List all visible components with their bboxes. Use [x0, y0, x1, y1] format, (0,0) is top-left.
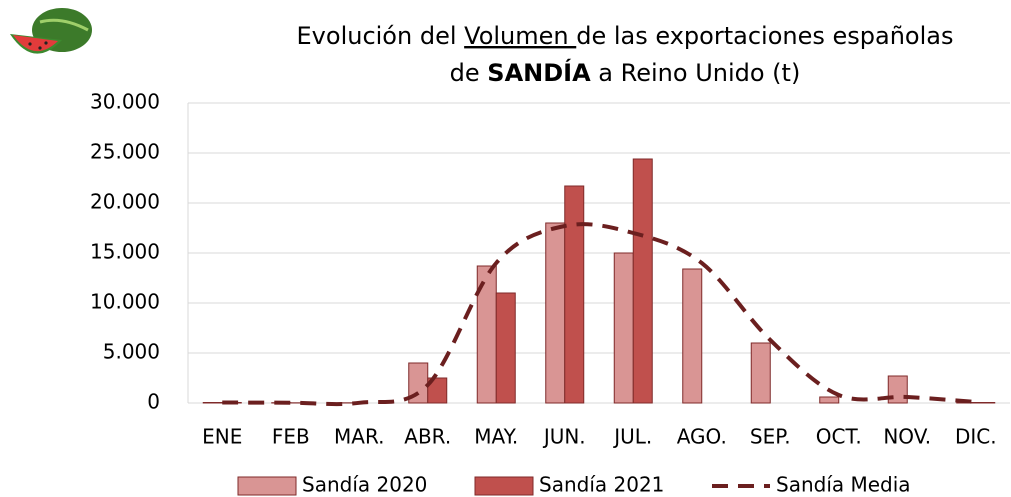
x-tick-label: SEP. [750, 425, 791, 449]
x-tick-label: AGO. [677, 425, 727, 449]
y-tick-label: 10.000 [90, 290, 160, 314]
y-tick-label: 25.000 [90, 140, 160, 164]
bar [203, 403, 222, 404]
bar [614, 253, 633, 403]
x-tick-label: FEB [272, 425, 310, 449]
legend-label: Sandía Media [776, 473, 911, 497]
legend-swatch [475, 477, 533, 495]
bar [976, 403, 995, 404]
chart-title: Evolución del Volumen de las exportacion… [297, 22, 954, 50]
x-tick-label: OCT. [816, 425, 862, 449]
chart-title: de SANDÍA a Reino Unido (t) [450, 58, 801, 87]
x-tick-label: MAY. [474, 425, 518, 449]
watermelon-icon [10, 8, 92, 54]
bar [683, 269, 702, 403]
y-tick-label: 0 [147, 390, 160, 414]
y-tick-label: 30.000 [90, 90, 160, 114]
x-tick-label: NOV. [883, 425, 931, 449]
bar [633, 159, 652, 403]
x-tick-label: JUN. [542, 425, 586, 449]
x-tick-label: ABR. [404, 425, 451, 449]
y-tick-label: 5.000 [103, 340, 160, 364]
x-tick-label: DIC. [955, 425, 997, 449]
legend-swatch [238, 477, 296, 495]
line-series [222, 224, 976, 404]
bar [751, 343, 770, 403]
chart: Evolución del Volumen de las exportacion… [0, 0, 1011, 497]
y-tick-label: 20.000 [90, 190, 160, 214]
bar [565, 186, 584, 403]
bar [546, 223, 565, 403]
x-tick-label: JUL. [612, 425, 652, 449]
y-tick-label: 15.000 [90, 240, 160, 264]
x-tick-label: ENE [202, 425, 242, 449]
bar [496, 293, 515, 403]
bar [820, 397, 839, 403]
x-tick-label: MAR. [334, 425, 384, 449]
legend-label: Sandía 2020 [302, 473, 427, 497]
legend-label: Sandía 2021 [539, 473, 664, 497]
